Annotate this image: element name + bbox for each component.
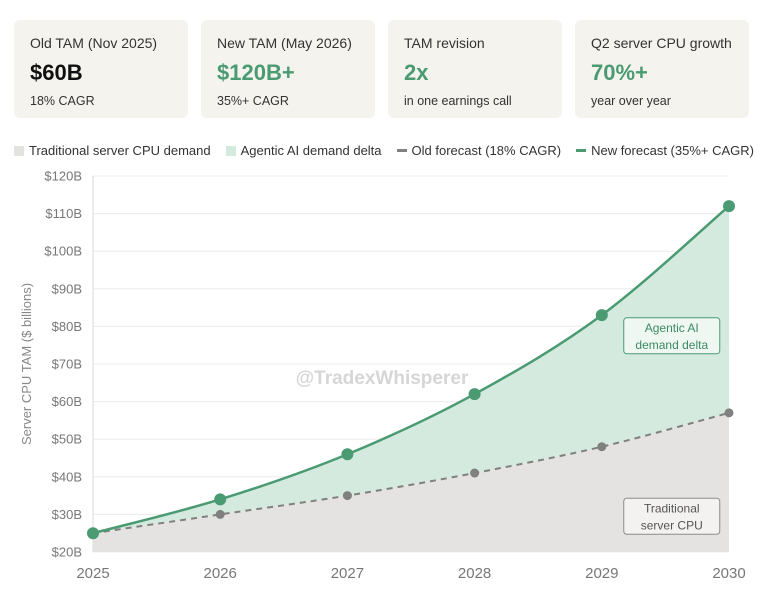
x-tick-label: 2025 xyxy=(76,565,109,582)
y-tick-label: $20B xyxy=(52,545,82,560)
legend-label: Old forecast (18% CAGR) xyxy=(411,143,562,158)
card-sub: 18% CAGR xyxy=(30,94,95,108)
old-forecast-point xyxy=(215,509,225,519)
old-forecast-line xyxy=(92,411,730,535)
y-tick-label: $70B xyxy=(52,357,82,372)
card-value: 70%+ xyxy=(591,60,648,85)
new-forecast-point xyxy=(468,388,481,401)
summary-cards: Old TAM (Nov 2025) $60B 18% CAGR New TAM… xyxy=(14,20,749,118)
card-sub: 35%+ CAGR xyxy=(217,94,289,108)
annotation-box xyxy=(623,317,721,355)
x-tick-label: 2027 xyxy=(331,565,364,582)
card-tam-revision: TAM revision 2x in one earnings call xyxy=(388,20,562,118)
y-tick-label: $60B xyxy=(52,394,82,409)
new-forecast-line xyxy=(92,205,730,535)
new-forecast-point xyxy=(723,200,735,213)
old-forecast-point xyxy=(597,442,607,452)
x-tick-label: 2029 xyxy=(585,565,618,582)
annotation-box xyxy=(623,497,721,535)
y-tick-label: $80B xyxy=(52,319,82,334)
y-tick-label: $110B xyxy=(45,206,82,221)
legend-label: New forecast (35%+ CAGR) xyxy=(591,143,754,158)
card-label: TAM revision xyxy=(404,35,485,51)
y-tick-label: $120B xyxy=(44,169,82,184)
legend-swatch-agentic xyxy=(225,145,236,156)
y-tick-label: $90B xyxy=(52,281,82,296)
card-cpu-growth: Q2 server CPU growth 70%+ year over year xyxy=(575,20,749,118)
card-old-tam: Old TAM (Nov 2025) $60B 18% CAGR xyxy=(14,20,188,118)
card-value: 2x xyxy=(404,60,429,85)
new-forecast-point xyxy=(341,448,354,461)
traditional-demand-area xyxy=(93,412,729,552)
old-forecast-point xyxy=(724,408,734,418)
y-tick-label: $50B xyxy=(52,432,82,447)
legend-item-agentic: Agentic AI demand delta xyxy=(225,143,382,158)
card-value: $60B xyxy=(30,60,83,85)
x-tick-label: 2026 xyxy=(204,565,237,582)
card-new-tam: New TAM (May 2026) $120B+ 35%+ CAGR xyxy=(201,20,375,118)
legend-line-new xyxy=(576,149,587,152)
legend-label: Traditional server CPU demand xyxy=(29,143,211,158)
card-label: New TAM (May 2026) xyxy=(217,35,352,51)
legend-item-old-forecast: Old forecast (18% CAGR) xyxy=(396,143,562,158)
watermark: @TradexWhisperer xyxy=(296,368,469,389)
legend-item-traditional: Traditional server CPU demand xyxy=(14,143,211,158)
chart-legend: Traditional server CPU demand Agentic AI… xyxy=(14,143,769,158)
annotation-text: server CPU xyxy=(641,518,703,532)
y-axis-label: Server CPU TAM ($ billions) xyxy=(19,283,34,445)
old-forecast-point xyxy=(342,491,352,501)
legend-line-old xyxy=(396,149,407,152)
x-tick-label: 2030 xyxy=(712,565,745,582)
card-label: Old TAM (Nov 2025) xyxy=(30,35,158,51)
legend-label: Agentic AI demand delta xyxy=(240,143,382,158)
y-tick-label: $40B xyxy=(52,469,82,484)
annotation-text: Agentic AI xyxy=(645,321,699,335)
old-forecast-point xyxy=(470,468,480,478)
new-forecast-point xyxy=(214,493,227,506)
x-tick-label: 2028 xyxy=(458,565,491,582)
agentic-delta-area xyxy=(93,206,729,534)
legend-item-new-forecast: New forecast (35%+ CAGR) xyxy=(576,143,754,158)
card-sub: year over year xyxy=(591,94,671,108)
annotation-text: demand delta xyxy=(635,338,708,352)
y-tick-label: $100B xyxy=(44,244,82,259)
card-value: $120B+ xyxy=(217,60,295,85)
card-label: Q2 server CPU growth xyxy=(591,35,732,51)
legend-swatch-traditional xyxy=(14,145,24,156)
annotation-text: Traditional xyxy=(644,501,700,515)
new-forecast-point xyxy=(87,527,99,540)
card-sub: in one earnings call xyxy=(404,94,512,108)
new-forecast-point xyxy=(595,309,608,322)
y-tick-label: $30B xyxy=(52,507,82,522)
